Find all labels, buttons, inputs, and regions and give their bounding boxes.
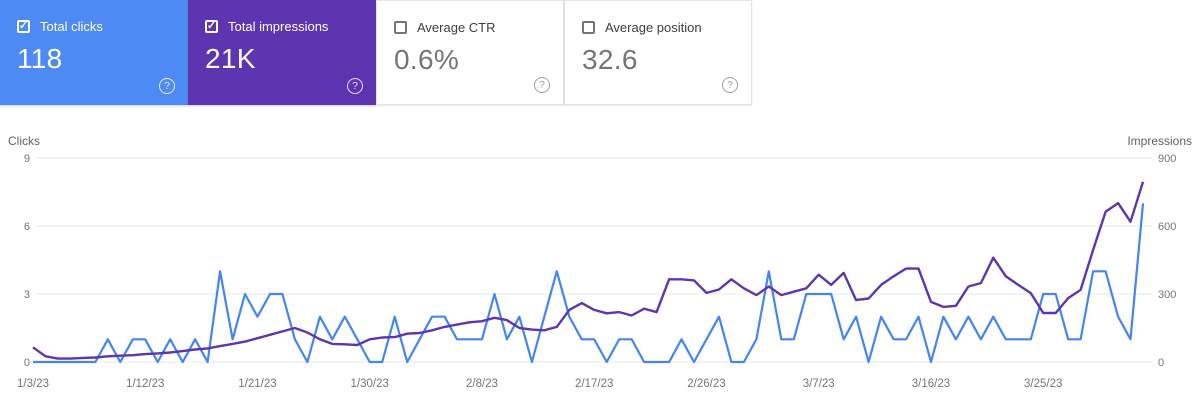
average-ctr-value: 0.6%	[394, 44, 460, 75]
left-axis-title: Clicks	[8, 134, 40, 148]
card-total-clicks[interactable]: ✓ Total clicks 118 ?	[0, 0, 188, 105]
help-icon[interactable]: ?	[347, 78, 363, 94]
x-axis-label: 2/17/23	[575, 378, 613, 390]
y-axis-tick-left: 9	[24, 153, 30, 165]
metric-cards-row: ✓ Total clicks 118 ? ✓ Total impressions…	[0, 0, 1200, 105]
impressions-line	[32, 181, 1145, 360]
x-axis-label: 2/8/23	[466, 378, 498, 390]
card-label: Average position	[605, 20, 702, 35]
y-axis-tick-left: 0	[24, 357, 30, 369]
x-axis-label: 2/26/23	[687, 378, 725, 390]
card-average-ctr[interactable]: Average CTR 0.6% ?	[376, 0, 564, 105]
help-icon[interactable]: ?	[159, 78, 175, 94]
y-axis-tick-right: 900	[1158, 153, 1176, 165]
card-label: Average CTR	[417, 20, 496, 35]
clicks-impressions-chart[interactable]: 0 0 3 300 6 600 9 900 Clicks Impressions 1/3/23 1/1…	[0, 133, 1200, 413]
right-axis-title: Impressions	[1127, 134, 1192, 148]
card-total-clicks-header: ✓ Total clicks	[17, 19, 172, 34]
card-average-position[interactable]: Average position 32.6 ?	[564, 0, 752, 105]
performance-chart-area[interactable]: 0 0 3 300 6 600 9 900 Clicks Impressions 1/3/23 1/1…	[0, 133, 1200, 413]
help-icon[interactable]: ?	[722, 77, 738, 93]
total-clicks-value: 118	[17, 43, 63, 74]
x-axis-label: 1/12/23	[126, 378, 164, 390]
checkbox-checked-icon[interactable]: ✓	[205, 20, 218, 33]
checkbox-checked-icon[interactable]: ✓	[17, 20, 30, 33]
card-average-ctr-header: Average CTR	[394, 20, 547, 35]
card-label: Total impressions	[228, 19, 329, 34]
help-icon[interactable]: ?	[534, 77, 550, 93]
checkbox-unchecked-icon[interactable]	[582, 21, 595, 34]
y-axis-tick-left: 6	[24, 221, 30, 233]
x-axis-label: 1/3/23	[17, 378, 49, 390]
y-axis-tick-right: 300	[1158, 289, 1176, 301]
total-impressions-value: 21K	[205, 43, 256, 74]
y-axis-tick-right: 600	[1158, 221, 1176, 233]
x-axis-label: 1/30/23	[351, 378, 389, 390]
clicks-line	[33, 203, 1145, 364]
card-average-position-header: Average position	[582, 20, 735, 35]
card-total-impressions-header: ✓ Total impressions	[205, 19, 360, 34]
x-axis-label: 3/16/23	[912, 378, 950, 390]
x-axis-label: 3/25/23	[1024, 378, 1062, 390]
y-axis-tick-left: 3	[24, 289, 30, 301]
checkbox-unchecked-icon[interactable]	[394, 21, 407, 34]
card-total-impressions[interactable]: ✓ Total impressions 21K ?	[188, 0, 376, 105]
average-position-value: 32.6	[582, 44, 638, 75]
y-axis-tick-right: 0	[1158, 357, 1164, 369]
x-axis-label: 3/7/23	[803, 378, 835, 390]
x-axis-label: 1/21/23	[238, 378, 276, 390]
card-label: Total clicks	[40, 19, 103, 34]
